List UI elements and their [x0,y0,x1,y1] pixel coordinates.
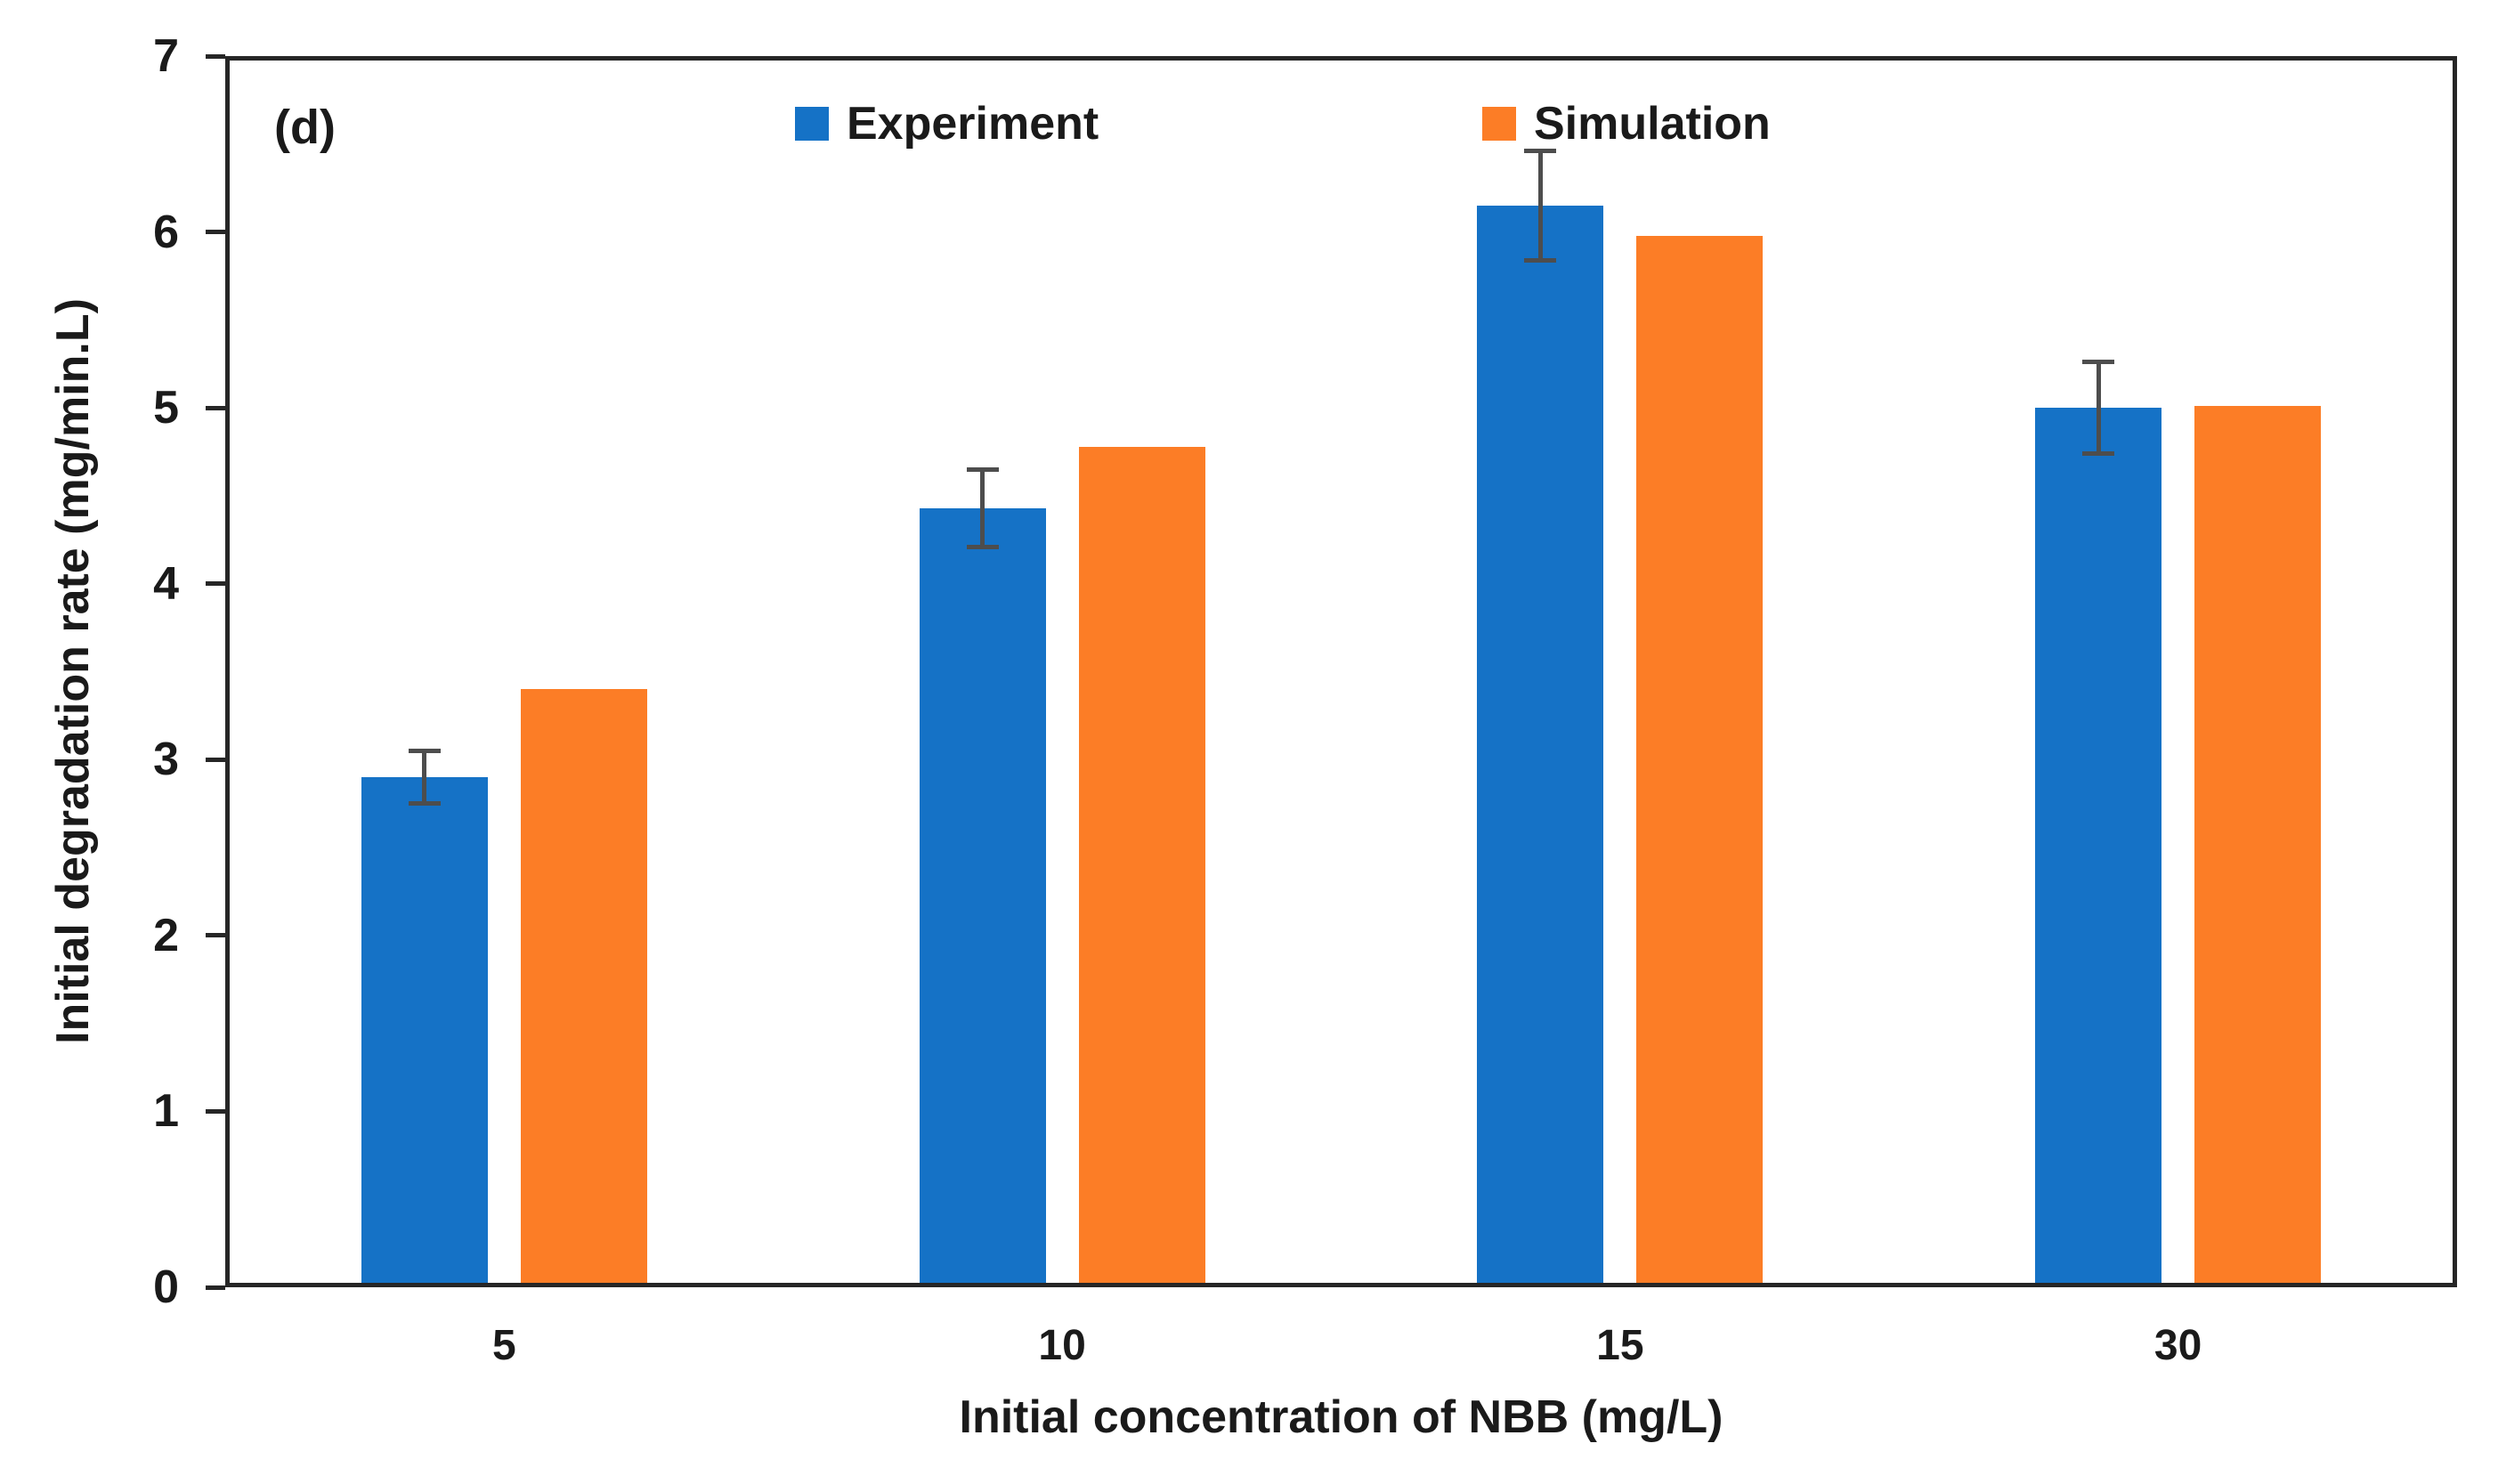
legend-item-experiment: Experiment [795,93,1099,155]
error-bar-cap-top-15 [1524,149,1557,154]
bar-experiment-15 [1477,205,1604,1287]
bar-simulation-10 [1078,446,1205,1287]
bar-experiment-10 [919,507,1046,1287]
y-tick [206,1285,225,1290]
y-tick [206,230,225,235]
y-tick-label: 0 [153,1261,179,1313]
bar-simulation-5 [520,689,647,1287]
y-tick [206,53,225,59]
error-bar-cap-bottom-5 [408,801,441,807]
y-tick [206,757,225,762]
bar-simulation-30 [2194,406,2322,1287]
x-tick-label: 10 [1038,1322,1086,1369]
error-bar-cap-top-30 [2082,360,2115,365]
y-tick-label: 6 [153,206,179,258]
y-tick [206,581,225,587]
y-tick-label: 1 [153,1085,179,1138]
simulation-swatch-icon [1482,107,1516,141]
x-axis-title: Initial concentration of NBB (mg/L) [959,1391,1723,1443]
y-tick-label: 2 [153,909,179,961]
error-bar-cap-bottom-15 [1524,257,1557,263]
y-tick [206,933,225,938]
y-tick-label: 5 [153,382,179,434]
legend: Experiment Simulation [0,93,2498,155]
error-bar-5 [422,750,427,804]
y-tick [206,405,225,410]
y-tick [206,1108,225,1114]
x-tick-label: 5 [492,1322,516,1369]
legend-item-simulation: Simulation [1482,93,1771,155]
error-bar-cap-top-5 [408,748,441,753]
y-tick-label: 4 [153,557,179,610]
error-bar-cap-bottom-10 [966,544,999,549]
error-bar-10 [980,469,985,547]
y-tick-label: 7 [153,30,179,82]
y-tick-label: 3 [153,734,179,786]
error-bar-cap-top-10 [966,466,999,472]
error-bar-cap-bottom-30 [2082,451,2115,456]
legend-label-simulation: Simulation [1534,98,1771,150]
bar-experiment-5 [361,777,488,1287]
panel-label: (d) [274,101,336,154]
bar-experiment-30 [2035,408,2162,1287]
bar-simulation-15 [1636,235,1764,1287]
experiment-swatch-icon [795,107,829,141]
x-tick-label: 15 [1596,1322,1644,1369]
x-tick-label: 30 [2153,1322,2202,1369]
error-bar-15 [1537,150,1543,261]
legend-label-experiment: Experiment [847,98,1099,150]
error-bar-30 [2096,361,2101,454]
